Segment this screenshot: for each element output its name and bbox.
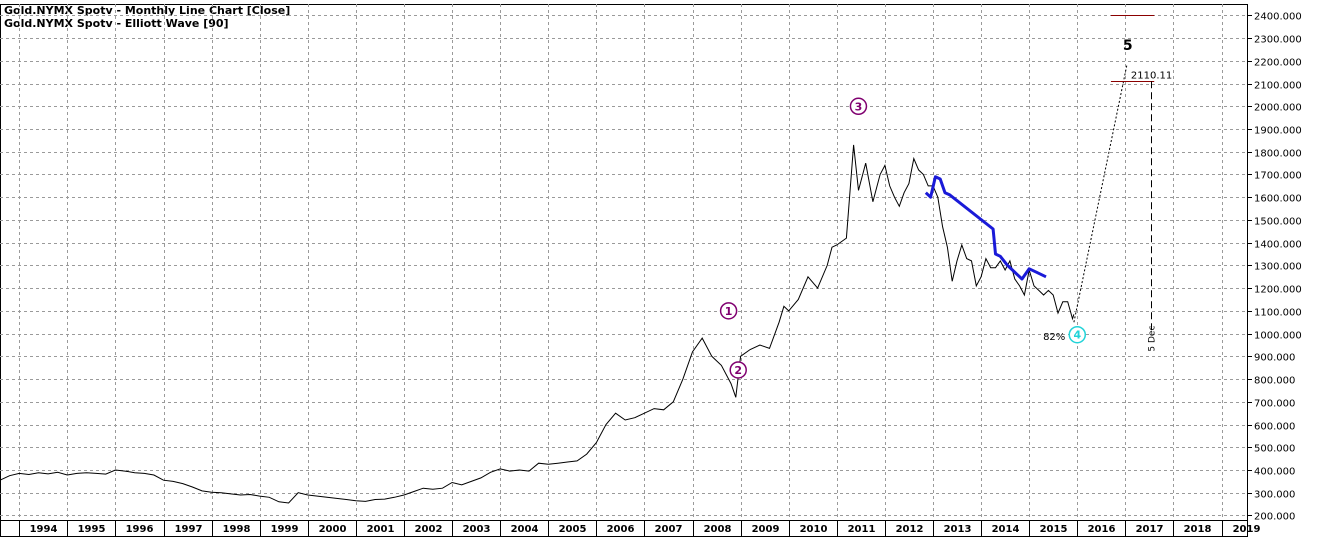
y-tick-label: 2400.000 (1254, 12, 1302, 23)
wave-label: 5 (1123, 38, 1133, 54)
x-tick-label: 2005 (559, 524, 587, 535)
projection-line (1073, 65, 1128, 323)
y-tick-label: 1700.000 (1254, 171, 1302, 182)
y-tick-label: 1300.000 (1254, 262, 1302, 273)
chart-subtitle: Gold.NYMX Spotv - Elliott Wave [90] (4, 17, 229, 30)
x-tick-label: 2012 (896, 524, 924, 535)
time-marker-label: 5 Dec (1148, 326, 1158, 352)
y-tick-label: 2200.000 (1254, 58, 1302, 69)
x-tick-label: 1998 (223, 524, 251, 535)
x-tick-label: 2002 (415, 524, 443, 535)
y-tick-label: 1100.000 (1254, 308, 1302, 319)
y-tick-label: 600.000 (1254, 422, 1295, 433)
x-tick-label: 2004 (511, 524, 539, 535)
x-tick-label: 1994 (30, 524, 58, 535)
wave-label-circle (719, 302, 738, 320)
x-tick-label: 2014 (992, 524, 1020, 535)
x-tick-label: 2018 (1184, 524, 1212, 535)
plot-frame (0, 4, 1248, 521)
y-tick-label: 1000.000 (1254, 331, 1302, 342)
y-tick-label: 1500.000 (1254, 217, 1302, 228)
x-tick-label: 1997 (175, 524, 203, 535)
annotation-label: 82% (1043, 332, 1065, 343)
x-tick-label: 1996 (126, 524, 154, 535)
y-tick-label: 2000.000 (1254, 103, 1302, 114)
x-tick-label: 2017 (1136, 524, 1164, 535)
x-tick-label: 2007 (655, 524, 683, 535)
x-tick-label: 2003 (463, 524, 491, 535)
x-tick-label: 2008 (704, 524, 732, 535)
x-tick-label: 2016 (1088, 524, 1116, 535)
y-tick-label: 1600.000 (1254, 194, 1302, 205)
wave-label-circle (1068, 325, 1087, 344)
target-label: 2110.11 (1131, 71, 1172, 82)
x-tick-label: 2000 (319, 524, 347, 535)
price-line (0, 144, 1075, 504)
y-tick-label: 1800.000 (1254, 149, 1302, 160)
y-tick-label: 400.000 (1254, 467, 1295, 478)
wave-label: 1 (725, 305, 733, 318)
wave-label-circle (849, 97, 868, 116)
channel-line (924, 175, 1047, 281)
wave-label-circle (729, 361, 747, 379)
wave-label: 2 (734, 364, 742, 377)
x-tick-label: 2009 (752, 524, 780, 535)
x-tick-label: 1995 (78, 524, 106, 535)
x-tick-label: 2013 (944, 524, 972, 535)
y-tick-label: 1400.000 (1254, 240, 1302, 251)
x-tick-label: 2015 (1040, 524, 1068, 535)
chart-title: Gold.NYMX Spotv - Monthly Line Chart [Cl… (4, 4, 291, 17)
y-tick-label: 700.000 (1254, 399, 1295, 410)
x-tick-label: 2001 (367, 524, 395, 535)
y-tick-label: 1200.000 (1254, 285, 1302, 296)
y-tick-label: 2100.000 (1254, 81, 1302, 92)
y-tick-label: 800.000 (1254, 376, 1295, 387)
x-tick-label: 2011 (848, 524, 876, 535)
x-tick-label: 1999 (271, 524, 299, 535)
y-tick-label: 200.000 (1254, 512, 1295, 523)
y-tick-label: 1900.000 (1254, 126, 1302, 137)
x-tick-label: 2019 (1233, 524, 1261, 535)
wave-label: 3 (855, 100, 863, 113)
x-tick-label: 2006 (607, 524, 635, 535)
y-tick-label: 2300.000 (1254, 35, 1302, 46)
y-tick-label: 500.000 (1254, 444, 1295, 455)
y-tick-label: 300.000 (1254, 490, 1295, 501)
wave-label: 4 (1073, 329, 1081, 342)
y-tick-label: 900.000 (1254, 353, 1295, 364)
x-tick-label: 2010 (800, 524, 828, 535)
